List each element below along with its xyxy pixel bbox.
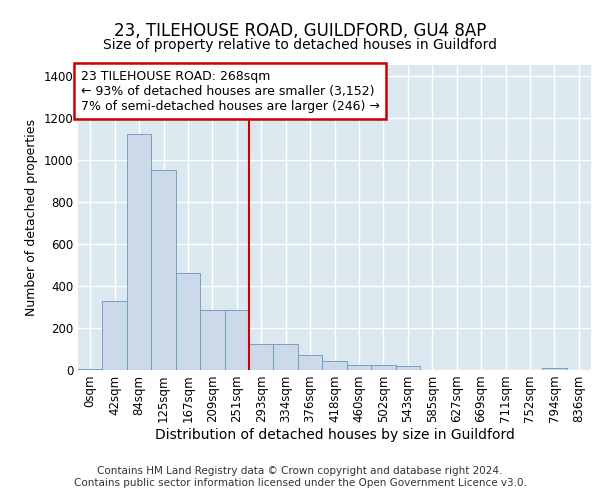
- Bar: [78, 369, 103, 370]
- Bar: [542, 368, 566, 370]
- Bar: [103, 300, 127, 370]
- Bar: [347, 364, 371, 370]
- Bar: [249, 344, 274, 370]
- Bar: [200, 310, 224, 370]
- Bar: [371, 364, 395, 370]
- X-axis label: Distribution of detached houses by size in Guildford: Distribution of detached houses by size …: [155, 428, 514, 442]
- Bar: [224, 310, 249, 370]
- Text: Contains HM Land Registry data © Crown copyright and database right 2024.
Contai: Contains HM Land Registry data © Crown c…: [74, 466, 526, 487]
- Y-axis label: Number of detached properties: Number of detached properties: [25, 119, 38, 316]
- Bar: [127, 134, 151, 370]
- Bar: [298, 356, 322, 370]
- Text: 23 TILEHOUSE ROAD: 268sqm
← 93% of detached houses are smaller (3,152)
7% of sem: 23 TILEHOUSE ROAD: 268sqm ← 93% of detac…: [80, 70, 379, 112]
- Bar: [274, 344, 298, 370]
- Text: Size of property relative to detached houses in Guildford: Size of property relative to detached ho…: [103, 38, 497, 52]
- Text: 23, TILEHOUSE ROAD, GUILDFORD, GU4 8AP: 23, TILEHOUSE ROAD, GUILDFORD, GU4 8AP: [114, 22, 486, 40]
- Bar: [322, 360, 347, 370]
- Bar: [176, 273, 200, 370]
- Bar: [395, 366, 420, 370]
- Bar: [151, 170, 176, 370]
